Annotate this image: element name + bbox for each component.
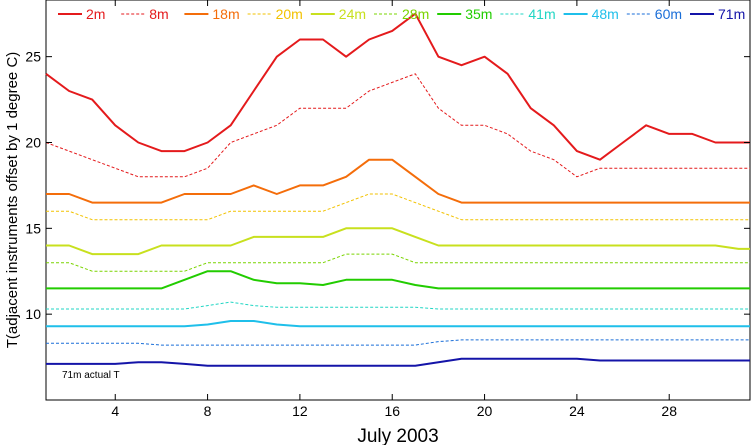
legend-label-20m: 20m xyxy=(276,6,303,22)
series-line-24m xyxy=(46,227,750,256)
legend-label-28m: 28m xyxy=(402,6,429,22)
series-line-18m xyxy=(46,158,750,204)
y-tick-label: 25 xyxy=(25,49,41,65)
series-line-41m xyxy=(46,301,750,310)
plot-frame xyxy=(45,0,751,401)
legend-label-48m: 48m xyxy=(592,6,619,22)
series-line-20m xyxy=(46,193,750,221)
x-tick-label: 28 xyxy=(661,403,677,419)
legend-label-35m: 35m xyxy=(465,6,492,22)
legend-label-41m: 41m xyxy=(528,6,555,22)
series-line-28m xyxy=(46,253,750,272)
tick-layer: 4 8 12 16 20 24 28 10 15 20 25 xyxy=(25,0,750,419)
series-line-2m xyxy=(45,12,750,161)
series-line-48m xyxy=(46,320,750,328)
legend-label-71m: 71m xyxy=(718,6,745,22)
series-line-60m xyxy=(46,339,750,346)
legend-label-8m: 8m xyxy=(149,6,168,22)
x-tick-label: 8 xyxy=(204,403,212,419)
y-tick-label: 10 xyxy=(25,306,41,322)
x-tick-label: 4 xyxy=(111,403,119,419)
legend-label-18m: 18m xyxy=(212,6,239,22)
annotation-71m: 71m actual T xyxy=(62,370,120,381)
series-line-8m xyxy=(45,73,750,178)
y-axis-title: T(adjacent instruments offset by 1 degre… xyxy=(4,52,21,349)
series-line-71m xyxy=(46,357,750,367)
x-tick-label: 20 xyxy=(477,403,493,419)
y-tick-label: 20 xyxy=(25,134,41,150)
series-line-35m xyxy=(46,270,750,290)
legend-label-24m: 24m xyxy=(339,6,366,22)
x-tick-label: 16 xyxy=(384,403,400,419)
series-layer xyxy=(45,12,750,367)
legend: 2m 8m 18m 20m 24m 28m 35m 41m 48m 60m 71m xyxy=(58,6,745,22)
y-tick-label: 15 xyxy=(25,220,41,236)
x-tick-label: 24 xyxy=(569,403,585,419)
legend-label-2m: 2m xyxy=(86,6,105,22)
legend-label-60m: 60m xyxy=(655,6,682,22)
x-axis-title: July 2003 xyxy=(357,426,438,445)
x-tick-label: 12 xyxy=(292,403,308,419)
